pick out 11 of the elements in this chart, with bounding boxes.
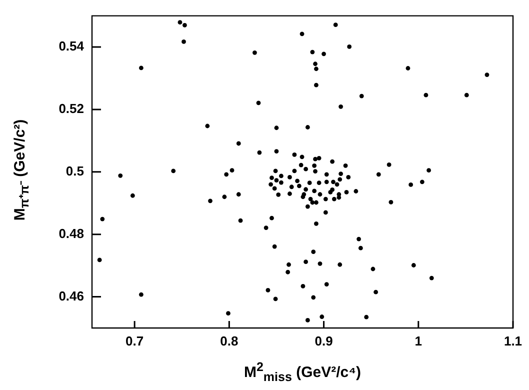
y-tick-label: 0.48 [58,226,84,241]
x-tick-label: 1 [414,333,422,348]
x-axis-title: M$^{2}$$_{miss}$ (GeV²/c⁴) [242,360,362,384]
y-tick-label: 0.5 [66,163,84,178]
x-tick-label: 0.9 [314,333,333,348]
x-tick-label: 0.7 [126,333,144,348]
x-tick-label: 1.1 [504,333,522,348]
y-tick-label: 0.54 [58,38,85,54]
y-tick-label: 0.46 [58,288,84,304]
x-tick-label: 0.8 [220,333,238,348]
y-tick-label: 0.52 [58,101,84,116]
